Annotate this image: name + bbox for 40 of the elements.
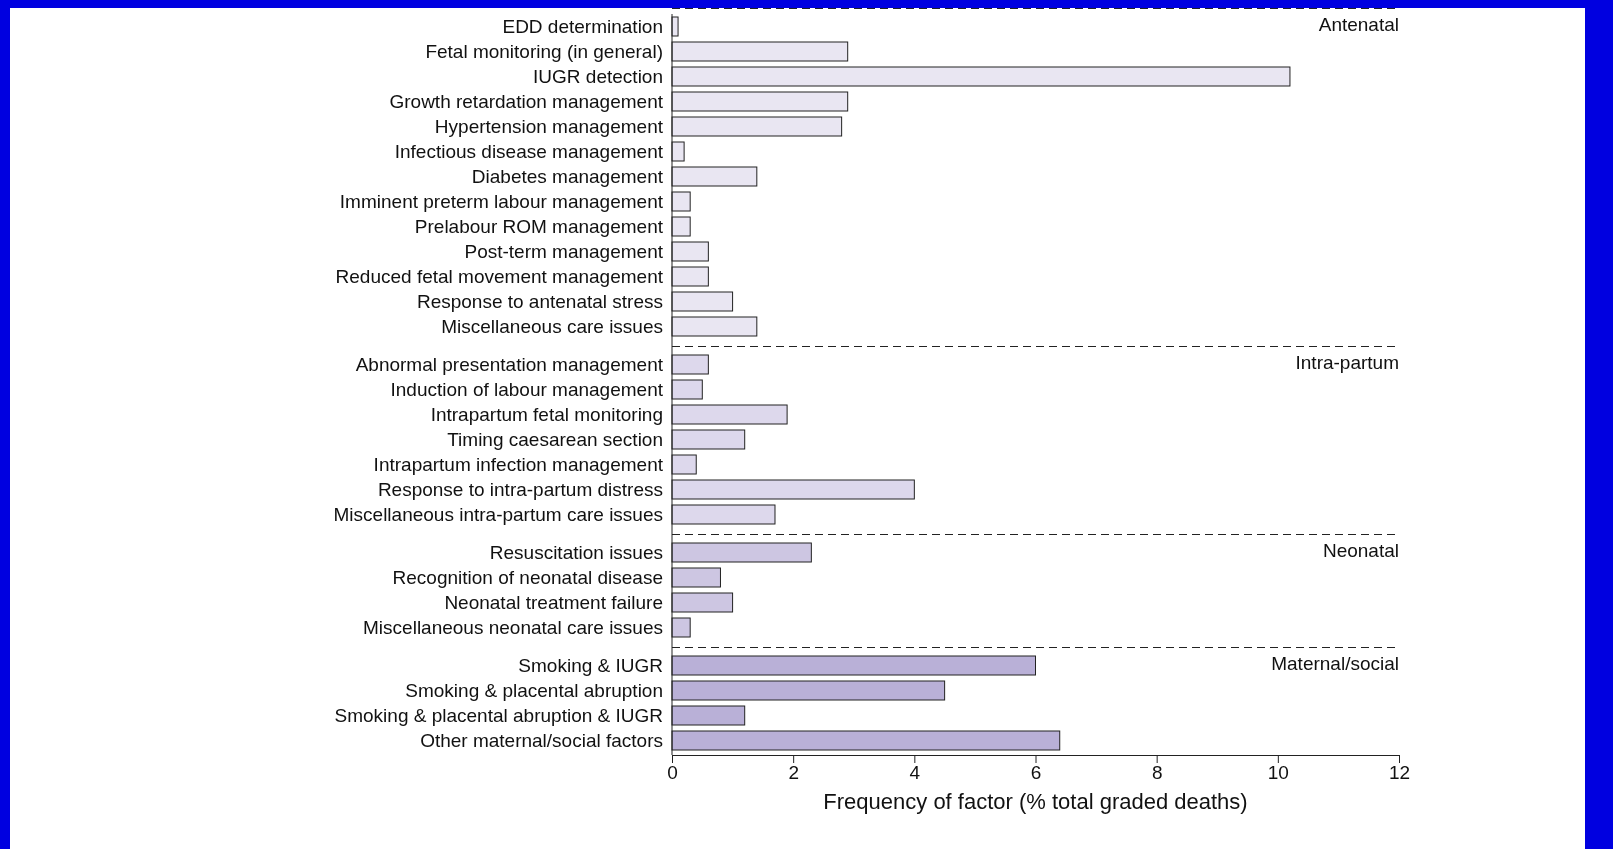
y-tick-label: Prelabour ROM management: [414, 216, 664, 238]
text: Neonatal: [1322, 539, 1399, 561]
x-axis-title: Frequency of factor (% total graded deaths): [823, 789, 1248, 814]
x-tick-label: 8: [1151, 762, 1163, 784]
y-tick-label: Intrapartum fetal monitoring: [430, 404, 663, 426]
x-tick-label: 0: [667, 762, 678, 784]
y-tick-label: Hypertension management: [434, 116, 664, 138]
y-tick-label: Resuscitation issues: [489, 542, 663, 564]
y-tick-label: Response to intra-partum distress: [377, 479, 663, 501]
y-tick-label: Miscellaneous intra-partum care issues: [333, 504, 663, 526]
y-tick-label: Growth retardation management: [389, 91, 664, 113]
text: Intra-partum: [1295, 351, 1399, 373]
x-tick-label: 6: [1030, 762, 1042, 784]
y-tick-label: Timing caesarean section: [447, 429, 663, 451]
y-tick-label: Smoking & placental abruption & IUGR: [334, 705, 663, 727]
y-tick-label: Miscellaneous neonatal care issues: [363, 617, 663, 639]
x-tick-label: 10: [1267, 762, 1289, 784]
x-tick-label: 4: [909, 762, 921, 784]
x-tick-label: 2: [788, 762, 799, 784]
y-tick-label: EDD determination: [502, 16, 663, 38]
y-tick-label: IUGR detection: [533, 66, 663, 88]
y-tick-label: Recognition of neonatal disease: [392, 567, 663, 589]
y-tick-label: Response to antenatal stress: [416, 291, 663, 313]
y-tick-label: Miscellaneous care issues: [441, 316, 663, 338]
y-tick-label: Infectious disease management: [394, 141, 664, 163]
y-tick-label: Fetal monitoring (in general): [425, 41, 663, 63]
y-tick-label: Post-term management: [464, 241, 664, 263]
y-tick-label: Intrapartum infection management: [373, 454, 664, 476]
y-tick-label: Smoking & IUGR: [518, 655, 663, 677]
y-tick-label: Abnormal presentation management: [355, 354, 664, 376]
text: Antenatal: [1318, 13, 1399, 35]
y-tick-label: Smoking & placental abruption: [405, 680, 663, 702]
y-tick-label: Reduced fetal movement management: [335, 266, 664, 288]
x-tick-label: 12: [1388, 762, 1411, 784]
y-tick-label: Diabetes management: [471, 166, 664, 188]
y-tick-label: Other maternal/social factors: [420, 730, 663, 752]
text: Maternal/social: [1271, 652, 1399, 674]
y-tick-label: Neonatal treatment failure: [444, 592, 663, 614]
y-tick-label: Imminent preterm labour management: [339, 191, 664, 213]
y-tick-label: Induction of labour management: [390, 379, 664, 401]
